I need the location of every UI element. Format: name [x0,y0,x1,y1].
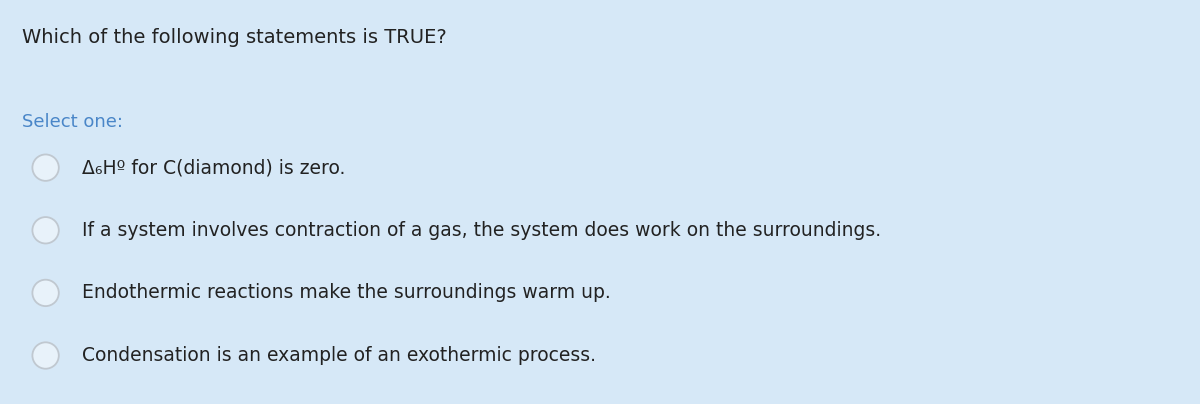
Text: If a system involves contraction of a gas, the system does work on the surroundi: If a system involves contraction of a ga… [82,221,881,240]
Text: Select one:: Select one: [22,113,122,131]
Text: Which of the following statements is TRUE?: Which of the following statements is TRU… [22,28,446,47]
Text: Δ₆Hº for C(diamond) is zero.: Δ₆Hº for C(diamond) is zero. [82,158,344,177]
Text: Endothermic reactions make the surroundings warm up.: Endothermic reactions make the surroundi… [82,283,611,303]
Text: Condensation is an example of an exothermic process.: Condensation is an example of an exother… [82,346,595,365]
